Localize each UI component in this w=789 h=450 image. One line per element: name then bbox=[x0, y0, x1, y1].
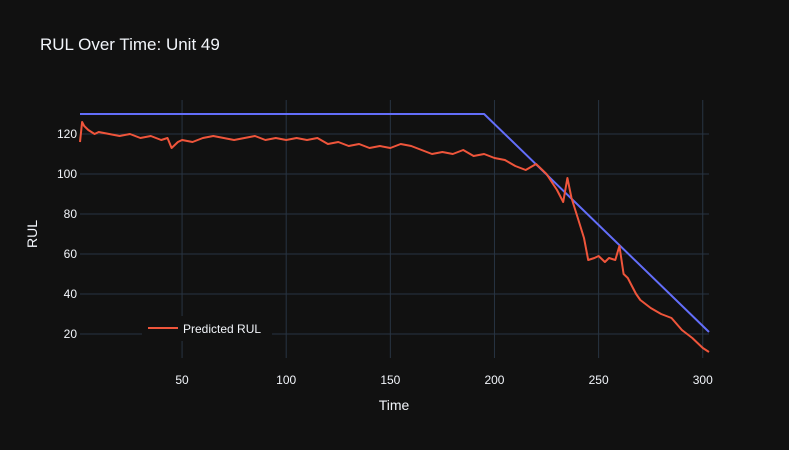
y-tick-label: 20 bbox=[64, 327, 78, 341]
y-tick-label: 40 bbox=[64, 287, 78, 301]
x-tick-label: 150 bbox=[380, 373, 400, 387]
x-axis-title: Time bbox=[379, 397, 410, 413]
x-tick-label: 300 bbox=[693, 373, 713, 387]
y-axis-title: RUL bbox=[24, 220, 40, 248]
y-tick-label: 100 bbox=[57, 167, 77, 181]
legend-label-predicted-rul: Predicted RUL bbox=[183, 322, 261, 336]
x-tick-label: 50 bbox=[175, 373, 189, 387]
series-line-predicted-rul[interactable] bbox=[79, 121, 710, 353]
chart-title: RUL Over Time: Unit 49 bbox=[40, 35, 220, 54]
tick-labels: 50 100 150 200 250 300 20 40 60 80 100 120 bbox=[57, 127, 713, 387]
x-tick-label: 250 bbox=[589, 373, 609, 387]
y-tick-label: 60 bbox=[64, 247, 78, 261]
y-tick-label: 120 bbox=[57, 127, 77, 141]
y-tick-label: 80 bbox=[64, 207, 78, 221]
legend[interactable]: Predicted RUL bbox=[142, 316, 272, 341]
x-tick-label: 200 bbox=[484, 373, 504, 387]
series-line-true-rul[interactable] bbox=[80, 113, 710, 333]
series-lines bbox=[79, 113, 710, 353]
x-tick-label: 100 bbox=[276, 373, 296, 387]
